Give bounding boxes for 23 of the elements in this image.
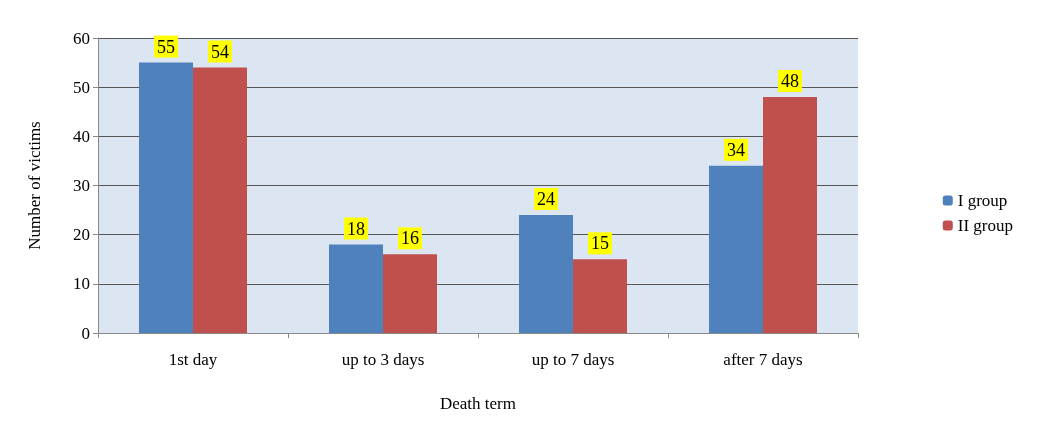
- x-tick-label: 1st day: [168, 350, 218, 369]
- legend-label: I group: [957, 191, 1008, 210]
- data-label: 24: [537, 189, 555, 209]
- y-axis-title: Number of victims: [25, 121, 44, 250]
- data-label: 34: [727, 139, 745, 160]
- legend-label: II group: [957, 216, 1013, 235]
- y-tick-label: 10: [73, 274, 90, 294]
- x-axis-title: Death term: [440, 394, 516, 413]
- data-label: 54: [211, 41, 229, 62]
- data-label: 48: [781, 71, 799, 91]
- y-tick-label: 0: [81, 323, 90, 343]
- y-tick-label: 40: [73, 126, 90, 146]
- x-tick-label: up to 7 days: [531, 350, 615, 369]
- x-tick-label: after 7 days: [723, 350, 803, 369]
- data-label: 55: [157, 36, 175, 57]
- data-label: 15: [591, 233, 609, 254]
- y-tick-label: 30: [73, 176, 90, 195]
- data-label: 18: [347, 218, 365, 239]
- data-label: 16: [401, 228, 419, 249]
- x-tick-label: up to 3 days: [341, 350, 425, 369]
- y-tick-label: 60: [73, 28, 90, 48]
- y-tick-label: 20: [73, 225, 90, 245]
- y-tick-label: 50: [73, 77, 90, 97]
